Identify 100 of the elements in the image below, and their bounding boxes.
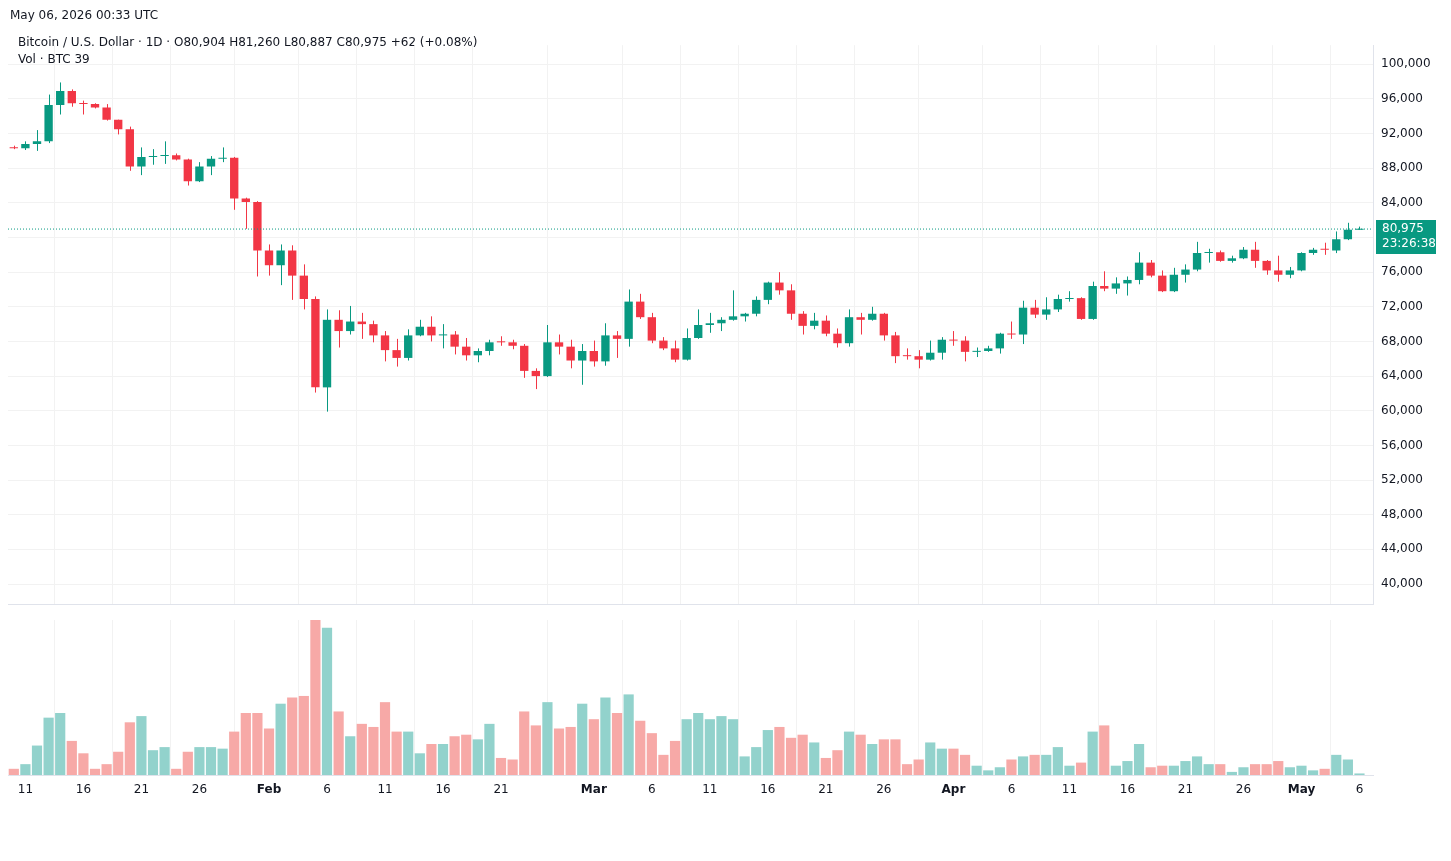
bar xyxy=(542,702,553,775)
candlestick xyxy=(1169,267,1179,293)
bar xyxy=(1087,731,1098,775)
x-tick-label: 21 xyxy=(1177,782,1194,797)
candlestick xyxy=(612,330,622,359)
candlestick xyxy=(264,243,274,277)
x-tick-label: 16 xyxy=(435,782,451,797)
candlestick xyxy=(752,295,761,317)
candlestick xyxy=(148,148,158,166)
x-tick-label: 21 xyxy=(818,782,834,797)
bar xyxy=(1041,754,1052,775)
candlestick xyxy=(578,343,587,386)
x-tick-label: 6 xyxy=(648,782,656,797)
candlestick xyxy=(554,334,564,355)
x-tick-label: 16 xyxy=(75,782,92,797)
y-tick-label: 40,000 xyxy=(1381,576,1423,591)
x-tick-label: 11 xyxy=(17,782,34,797)
bar xyxy=(8,768,19,775)
bar xyxy=(762,730,773,775)
candlestick xyxy=(1192,241,1202,272)
candlestick xyxy=(1042,296,1051,321)
candlestick xyxy=(218,146,227,163)
candlestick xyxy=(531,367,540,390)
bar xyxy=(994,767,1005,775)
candlestick xyxy=(763,281,773,305)
candlestick xyxy=(195,161,204,183)
x-tick-label: 26 xyxy=(191,782,208,797)
x-tick-label: 11 xyxy=(702,782,718,797)
candlestick xyxy=(566,339,575,369)
candlestick xyxy=(369,320,378,343)
x-tick-label: 6 xyxy=(1355,782,1364,797)
candlestick xyxy=(1123,275,1132,297)
x-tick-label: Apr xyxy=(941,782,966,797)
bar xyxy=(124,722,135,775)
candlestick xyxy=(694,308,703,340)
bar xyxy=(159,747,170,775)
candlestick xyxy=(798,310,807,336)
bar xyxy=(1319,768,1330,775)
candlestick xyxy=(926,340,935,362)
bar xyxy=(623,694,634,775)
x-tick-label: 16 xyxy=(760,782,776,797)
candlestick xyxy=(1158,269,1167,293)
candlestick xyxy=(995,332,1005,355)
bar xyxy=(287,697,298,775)
y-tick-label: 92,000 xyxy=(1381,125,1423,140)
bar xyxy=(426,744,437,775)
bar xyxy=(495,757,507,775)
y-tick-label: 44,000 xyxy=(1381,541,1423,556)
candlestick xyxy=(79,100,88,115)
candlestick xyxy=(833,327,842,349)
candlestick xyxy=(450,330,459,355)
chart-title: Vol · BTC 39 xyxy=(18,52,90,66)
candlestick xyxy=(1134,251,1144,285)
bar xyxy=(229,731,240,775)
x-tick-label: Mar xyxy=(580,782,607,797)
bar xyxy=(1099,725,1110,775)
x-tick-label: 21 xyxy=(493,782,509,797)
bar xyxy=(391,731,402,775)
x-tick-label: 11 xyxy=(1061,782,1078,797)
bar xyxy=(414,753,425,775)
candlestick xyxy=(914,349,923,369)
candlestick xyxy=(1204,248,1213,264)
candlestick xyxy=(137,146,146,176)
candlestick xyxy=(705,312,715,334)
bar xyxy=(1075,762,1087,775)
candlestick xyxy=(636,293,645,320)
candlestick xyxy=(960,335,970,362)
candlestick xyxy=(392,338,401,368)
x-tick-label: 21 xyxy=(133,782,150,797)
candlestick xyxy=(670,340,680,363)
bar xyxy=(600,697,611,775)
candlestick xyxy=(1250,241,1260,269)
bar xyxy=(843,731,855,775)
bar xyxy=(1029,754,1040,775)
bar xyxy=(1249,764,1261,775)
candlestick xyxy=(891,331,900,364)
candlestick xyxy=(438,323,448,349)
candlestick xyxy=(496,335,506,347)
bar xyxy=(171,768,182,775)
candlestick xyxy=(427,315,436,342)
candlestick xyxy=(949,330,958,347)
y-tick-label: 72,000 xyxy=(1381,298,1423,313)
chart-subtitle: May 06, 2026 00:33 UTC xyxy=(10,8,159,22)
bar xyxy=(1017,756,1029,775)
bar xyxy=(867,744,878,775)
bar xyxy=(437,744,449,775)
y-tick-label: 100,000 xyxy=(1381,56,1431,71)
candlestick xyxy=(821,314,831,337)
y-tick-label: 64,000 xyxy=(1381,368,1423,383)
candlestick xyxy=(1332,230,1341,254)
y-tick-label: 96,000 xyxy=(1381,91,1423,106)
chart-title: Bitcoin / U.S. Dollar · 1D · O80,904 H81,260 L80,887 C80,975 +62 (+0.08%) xyxy=(18,35,478,49)
bar xyxy=(809,742,820,775)
bar xyxy=(553,728,565,775)
candlestick xyxy=(183,158,192,187)
candlestick xyxy=(404,328,413,362)
candlestick xyxy=(902,347,912,361)
bar xyxy=(565,726,576,775)
bar xyxy=(1331,754,1342,775)
y-tick-label: 76,000 xyxy=(1381,264,1423,279)
